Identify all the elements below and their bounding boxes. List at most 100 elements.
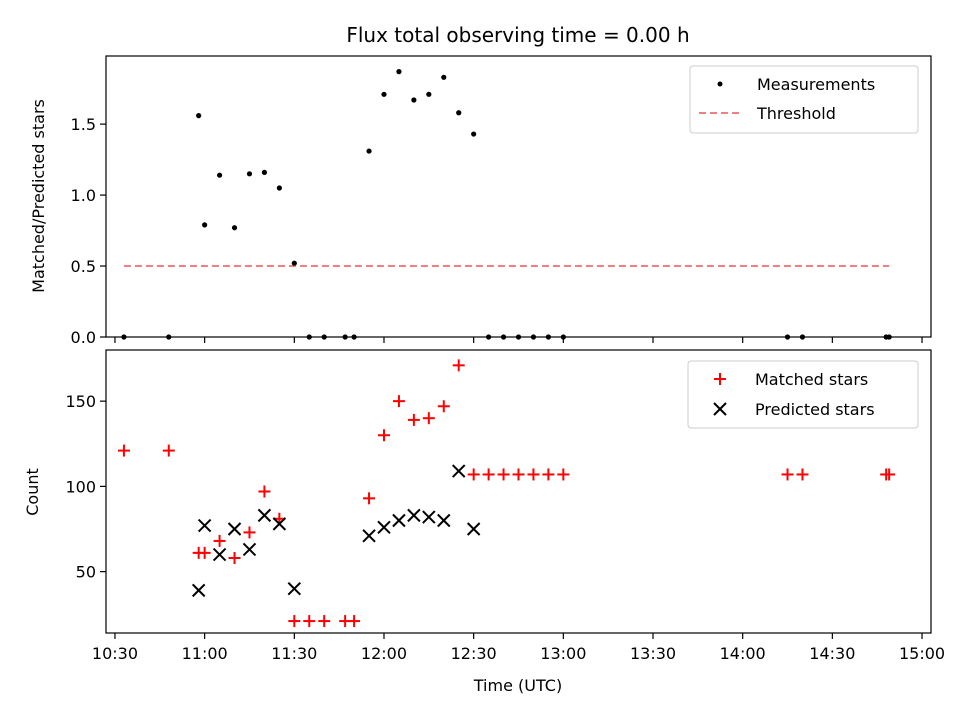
predicted-star-point bbox=[362, 529, 376, 543]
measurement-point bbox=[202, 222, 208, 228]
measurement-point bbox=[456, 110, 462, 116]
predicted-star-point bbox=[392, 513, 406, 528]
matched-star-point bbox=[117, 444, 130, 457]
matched-star-point bbox=[363, 492, 376, 505]
xtick-label: 12:30 bbox=[451, 644, 497, 663]
measurement-point bbox=[196, 113, 202, 119]
bottom-legend: Matched stars Predicted stars bbox=[687, 360, 919, 429]
predicted-star-point bbox=[422, 510, 436, 524]
predicted-star-point bbox=[191, 583, 206, 598]
top-ytick-label: 1.5 bbox=[71, 115, 96, 134]
matched-star-point bbox=[497, 468, 510, 481]
measurement-point bbox=[216, 172, 223, 178]
top-plot-area bbox=[121, 69, 892, 340]
matched-star-point bbox=[162, 444, 175, 457]
matched-star-point bbox=[258, 485, 271, 498]
xtick-label: 15:00 bbox=[899, 644, 945, 663]
predicted-star-point bbox=[466, 522, 481, 536]
legend-measurements-label: Measurements bbox=[757, 75, 875, 94]
xtick-label: 11:00 bbox=[182, 644, 228, 663]
top-y-ticks: 0.0 0.5 1.0 1.5 bbox=[71, 115, 106, 347]
chart-title: Flux total observing time = 0.00 h bbox=[346, 23, 689, 47]
matched-star-point bbox=[213, 534, 226, 547]
predicted-star-point bbox=[287, 581, 302, 596]
bottom-ytick-label: 100 bbox=[65, 477, 96, 496]
legend-predicted-marker bbox=[713, 402, 727, 416]
measurement-point bbox=[291, 260, 297, 266]
matched-star-point bbox=[243, 526, 256, 539]
measurement-point bbox=[366, 148, 372, 154]
matched-star-point bbox=[288, 615, 301, 628]
legend-measurements-marker bbox=[717, 81, 723, 87]
matched-star-point bbox=[796, 468, 809, 481]
predicted-star-point bbox=[377, 520, 391, 535]
matched-star-point bbox=[781, 468, 794, 481]
predicted-star-point bbox=[242, 542, 257, 557]
top-y-axis-label: Matched/Predicted stars bbox=[29, 99, 48, 293]
bottom-legend-box bbox=[687, 360, 919, 429]
matched-star-point bbox=[883, 468, 896, 481]
bottom-plot-area bbox=[117, 359, 896, 628]
predicted-star-point bbox=[407, 508, 421, 523]
top-legend-box bbox=[689, 65, 919, 134]
xtick-label: 13:30 bbox=[630, 644, 676, 663]
legend-matched-marker bbox=[714, 373, 726, 385]
bottom-panel: Count Time (UTC) 50 100 150 10:30 11:00 11:3… bbox=[23, 349, 945, 695]
bottom-ytick-label: 150 bbox=[65, 392, 96, 411]
predicted-star-point bbox=[452, 464, 466, 478]
bottom-y-ticks: 50 100 150 bbox=[65, 392, 106, 582]
top-legend: Measurements Threshold bbox=[689, 65, 919, 134]
bottom-ytick-label: 50 bbox=[76, 563, 96, 582]
predicted-star-point bbox=[227, 522, 242, 536]
measurement-point bbox=[276, 185, 282, 191]
predicted-star-point bbox=[437, 513, 451, 528]
measurement-point bbox=[246, 171, 253, 177]
xtick-label: 12:00 bbox=[361, 644, 407, 663]
matched-star-point bbox=[377, 429, 390, 442]
matched-star-point bbox=[318, 615, 331, 628]
xtick-label: 14:30 bbox=[809, 644, 855, 663]
matched-star-point bbox=[557, 468, 570, 481]
predicted-star-point bbox=[212, 547, 227, 562]
measurement-point bbox=[426, 91, 432, 97]
top-ytick-label: 1.0 bbox=[71, 186, 96, 205]
matched-star-point bbox=[198, 546, 211, 559]
matched-star-point bbox=[228, 551, 241, 564]
top-panel: Matched/Predicted stars 0.0 0.5 1.0 1.5 Mea… bbox=[29, 55, 932, 347]
xtick-label: 11:30 bbox=[271, 644, 317, 663]
top-ytick-label: 0.0 bbox=[71, 328, 96, 347]
predicted-star-point bbox=[257, 508, 272, 523]
legend-threshold-label: Threshold bbox=[756, 104, 836, 123]
bottom-axes-frame bbox=[105, 349, 932, 634]
xtick-label: 14:00 bbox=[720, 644, 766, 663]
bottom-x-ticks: 10:30 11:00 11:30 12:00 12:30 13:00 13:30 14:00… bbox=[92, 633, 945, 663]
measurement-point bbox=[411, 97, 417, 103]
matched-star-point bbox=[422, 412, 435, 425]
measurement-point bbox=[471, 131, 477, 137]
top-axes-frame bbox=[105, 55, 932, 338]
predicted-star-point bbox=[197, 518, 212, 533]
legend-predicted-label: Predicted stars bbox=[755, 400, 875, 419]
matched-star-point bbox=[512, 468, 525, 481]
top-ytick-label: 0.5 bbox=[71, 257, 96, 276]
measurement-point bbox=[261, 169, 268, 175]
matched-star-point bbox=[542, 468, 555, 481]
predicted-star-point bbox=[272, 517, 287, 531]
measurement-point bbox=[441, 74, 447, 80]
matched-star-point bbox=[348, 615, 361, 628]
matched-star-point bbox=[527, 468, 540, 481]
x-axis-label: Time (UTC) bbox=[473, 676, 562, 695]
matched-star-point bbox=[437, 400, 450, 413]
measurement-point bbox=[396, 69, 402, 75]
matched-star-point bbox=[467, 468, 480, 481]
matched-star-point bbox=[392, 395, 405, 408]
measurement-point bbox=[231, 225, 238, 231]
matched-star-point bbox=[482, 468, 495, 481]
measurement-point bbox=[381, 91, 387, 97]
xtick-label: 13:00 bbox=[540, 644, 586, 663]
matched-star-point bbox=[407, 413, 420, 426]
legend-matched-label: Matched stars bbox=[755, 370, 868, 389]
bottom-y-axis-label: Count bbox=[23, 468, 42, 516]
matched-star-point bbox=[303, 615, 316, 628]
